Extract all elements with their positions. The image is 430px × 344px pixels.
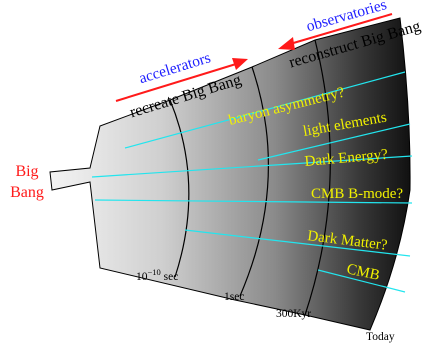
line-baryon bbox=[124, 71, 406, 149]
time-label-today: Today bbox=[366, 331, 395, 343]
boundary-arc-2 bbox=[239, 66, 270, 297]
line-light-elements bbox=[257, 123, 411, 161]
line-cmb bbox=[317, 269, 406, 293]
cmb-label: CMB bbox=[345, 261, 381, 284]
accelerators-arrow bbox=[115, 63, 237, 102]
observatories-arrow bbox=[289, 13, 393, 45]
time-label-1sec: 1sec bbox=[224, 291, 244, 303]
observatories-arrowhead bbox=[278, 37, 295, 50]
accelerators-arrowhead bbox=[232, 58, 248, 70]
dark-energy-label: Dark Energy? bbox=[304, 147, 389, 170]
big-bang-label-line1: Big bbox=[15, 163, 38, 180]
boundary-arc-3 bbox=[304, 39, 331, 316]
time-label-1e-10-exponent: −10 bbox=[148, 267, 161, 277]
line-dark-matter bbox=[184, 229, 411, 257]
line-cmb-bmode bbox=[94, 199, 413, 204]
line-dark-energy bbox=[91, 155, 413, 178]
big-bang-label-line2: Bang bbox=[10, 184, 44, 201]
universe-fan bbox=[49, 17, 411, 331]
time-label-1e-10-sec: 10−10 sec bbox=[136, 267, 178, 283]
boundary-arc-1 bbox=[169, 99, 190, 278]
accelerators-label: accelerators bbox=[137, 49, 213, 87]
cmb-bmode-label: CMB B-mode? bbox=[311, 186, 403, 202]
time-label-300kyr: 300Kyr bbox=[276, 308, 311, 320]
observation-lines bbox=[91, 71, 413, 293]
time-label-1e-10-base: 10 bbox=[136, 271, 148, 283]
time-label-1e-10-unit: sec bbox=[161, 271, 179, 283]
